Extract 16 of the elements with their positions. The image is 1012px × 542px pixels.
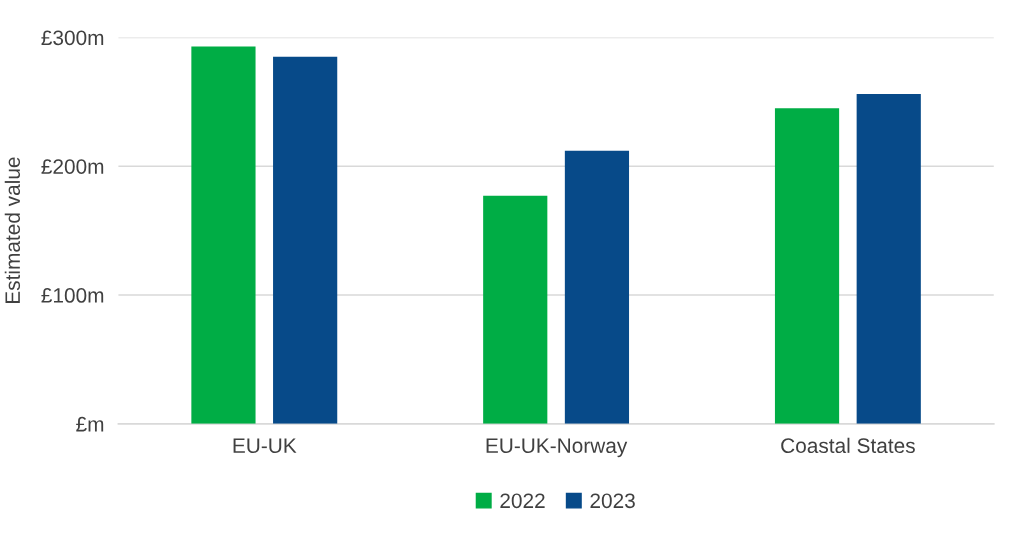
bar <box>564 150 630 424</box>
bar <box>856 94 921 424</box>
legend-label: 2023 <box>590 493 635 509</box>
bar <box>191 46 256 424</box>
y-tick-label: £m <box>76 416 104 432</box>
x-tick-label: EU-UK <box>233 438 297 454</box>
y-tick-label: £200m <box>41 159 104 174</box>
bar <box>774 108 840 424</box>
y-axis-title: Estimated value <box>4 157 21 304</box>
legend-label: 2022 <box>500 493 545 509</box>
x-tick-label: EU-UK-Norway <box>486 438 628 458</box>
bar <box>273 56 338 424</box>
bar <box>483 195 548 424</box>
y-tick-label: £300m <box>41 30 104 46</box>
x-tick-label: Coastal States <box>781 437 915 454</box>
y-tick-label: £100m <box>41 288 104 303</box>
